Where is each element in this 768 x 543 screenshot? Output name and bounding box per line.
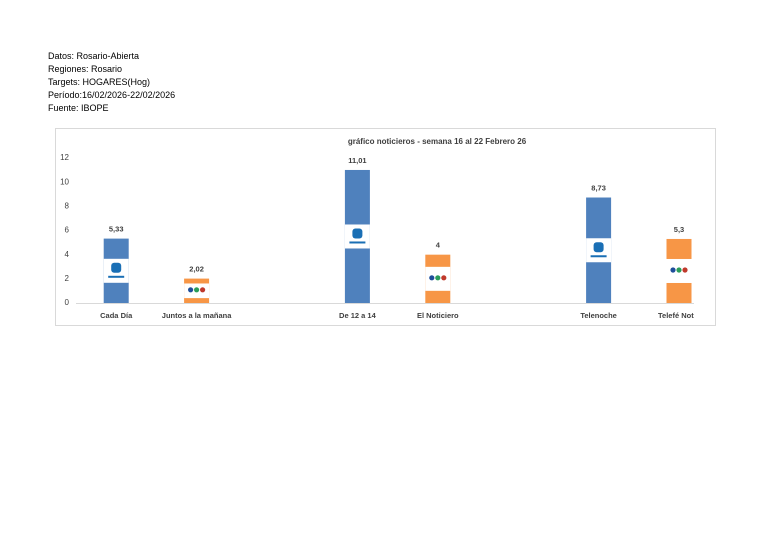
value-label: 8,73 xyxy=(591,183,606,192)
y-tick-label: 10 xyxy=(60,177,69,186)
logo-dot xyxy=(429,275,435,281)
value-label: 2,02 xyxy=(189,265,204,274)
header-line: Regiones: Rosario xyxy=(48,64,123,74)
x-tick-label: Cada Día xyxy=(100,311,133,320)
y-tick-label: 6 xyxy=(65,226,70,235)
logo-dot xyxy=(676,267,682,273)
logo-dot xyxy=(188,287,194,293)
x-tick-label: Telefé Notic xyxy=(658,311,700,320)
x-tick-label: El Noticiero xyxy=(417,311,459,320)
logo-text xyxy=(590,255,607,258)
y-tick-label: 12 xyxy=(60,153,69,162)
y-tick-label: 4 xyxy=(65,250,70,259)
logo-text xyxy=(349,241,366,244)
x-tick-label: Juntos a la mañana xyxy=(162,311,232,320)
logo-shield xyxy=(352,228,363,239)
logo-dot xyxy=(200,287,206,293)
logo-text xyxy=(108,275,125,278)
value-label: 4 xyxy=(436,241,441,250)
plot-area: gráfico noticieros - semana 16 al 22 Feb… xyxy=(60,137,700,320)
logo-dot xyxy=(194,287,200,293)
x-tick-label: De 12 a 14 xyxy=(339,311,377,320)
chart-title: gráfico noticieros - semana 16 al 22 Feb… xyxy=(348,137,527,146)
y-tick-label: 8 xyxy=(65,201,70,210)
logo-dot xyxy=(670,267,676,273)
logo-shield xyxy=(593,242,604,253)
value-label: 11,01 xyxy=(348,156,366,165)
chart-frame xyxy=(55,128,716,326)
logo-dot xyxy=(441,275,447,281)
x-tick-label: Telenoche xyxy=(580,311,617,320)
y-tick-label: 0 xyxy=(65,298,70,307)
value-label: 5,33 xyxy=(109,225,124,234)
y-tick-label: 2 xyxy=(65,274,70,283)
header-line: Período:16/02/2026-22/02/2026 xyxy=(48,90,176,100)
logo-shield xyxy=(111,262,122,273)
header-line: Datos: Rosario-Abierta xyxy=(48,51,140,61)
header: Datos: Rosario-Abierta Regiones: Rosario T… xyxy=(48,50,175,115)
logo-dot xyxy=(682,267,688,273)
header-line: Targets: HOGARES(Hog) xyxy=(48,77,151,87)
value-label: 5,3 xyxy=(674,225,684,234)
header-line: Fuente: IBOPE xyxy=(48,103,109,113)
logo-dot xyxy=(435,275,441,281)
